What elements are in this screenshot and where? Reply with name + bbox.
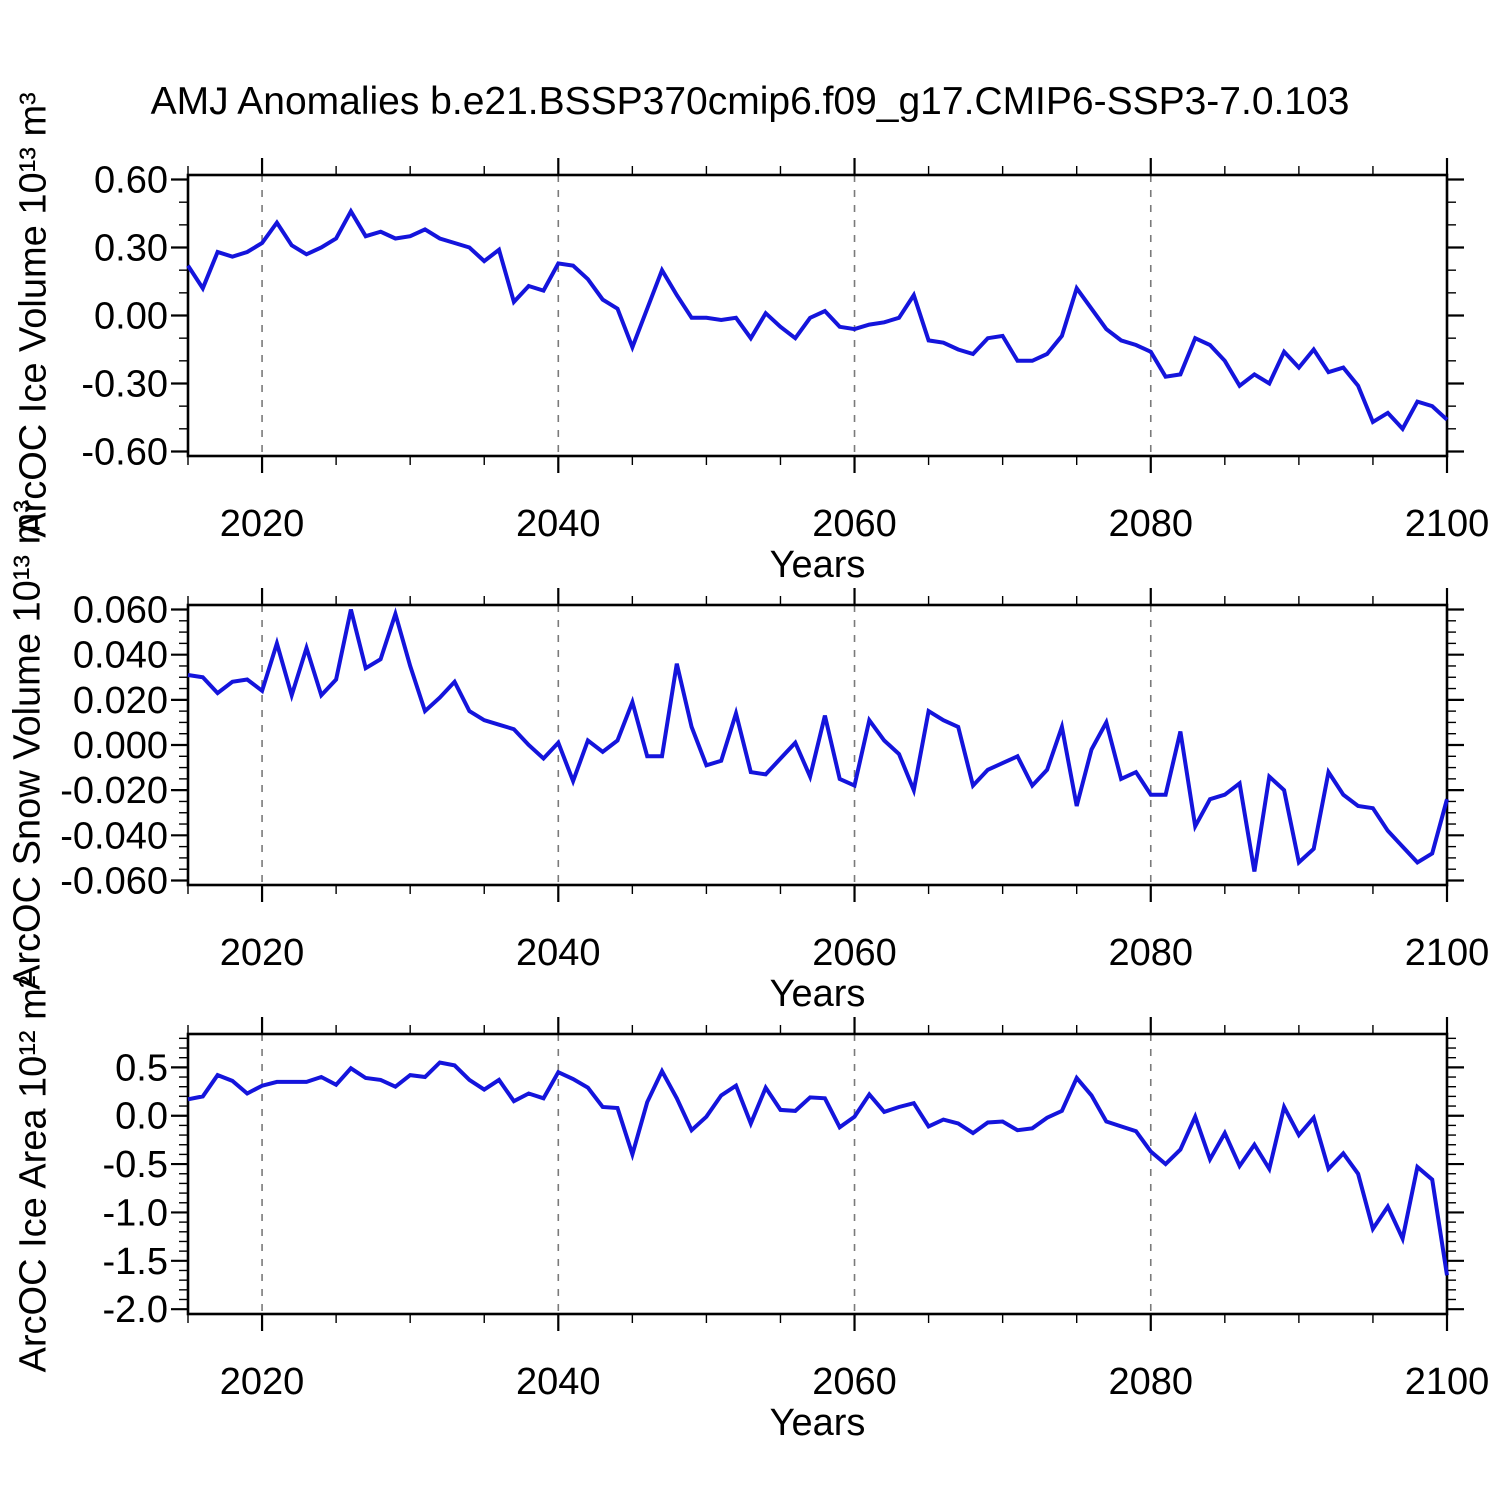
x-axis-title: Years: [770, 973, 866, 1015]
x-tick-label: 2100: [1405, 1361, 1490, 1403]
axis-frame: [186, 173, 1449, 458]
y-tick-label: -0.040: [60, 815, 168, 857]
y-tick-label: 0.060: [73, 590, 168, 632]
y-tick-label: -0.020: [60, 770, 168, 812]
y-tick-label: -0.30: [81, 363, 168, 405]
axis-frame: [186, 603, 1449, 887]
x-tick-label: 2080: [1108, 503, 1193, 545]
x-tick-label: 2100: [1405, 503, 1490, 545]
data-line-series: [186, 207, 1449, 433]
y-tick-label: 0.040: [73, 635, 168, 677]
y-tick-label: 0.5: [115, 1047, 168, 1089]
y-tick-label: -0.5: [103, 1144, 168, 1186]
y-tick-label: -0.60: [81, 431, 168, 473]
x-axis-title: Years: [770, 544, 866, 586]
x-tick-label: 2060: [812, 1361, 897, 1403]
x-tick-label: 2080: [1108, 932, 1193, 974]
y-axis-label-snow-volume: ArcOC Snow Volume 10¹³ m³: [6, 500, 49, 990]
data-line-series: [187, 1060, 1449, 1276]
x-tick-label: 2060: [812, 503, 897, 545]
chart-panel-ice-area: 2020 2040 2060 2080 2100 0.5 0.0 -0.5 -1.0 -1.5 -2…: [103, 1017, 1489, 1444]
chart-panel-snow-volume: 2020 2040 2060 2080 2100 0.0600.0400.0200.000…: [60, 588, 1489, 1015]
chart-title: AMJ Anomalies b.e21.BSSP370cmip6.f09_g17…: [150, 80, 1350, 123]
x-tick-label: 2020: [220, 1361, 305, 1403]
x-tick-label: 2060: [812, 932, 897, 974]
x-tick-label: 2100: [1405, 932, 1490, 974]
y-tick-label: -0.060: [60, 860, 168, 902]
axis-frame: [186, 1032, 1449, 1316]
y-axis-label-ice-area: ArcOC Ice Area 10¹² m²: [12, 975, 55, 1373]
x-tick-label: 2020: [220, 932, 305, 974]
data-line-series: [187, 607, 1449, 872]
x-tick-label: 2020: [220, 503, 305, 545]
x-axis-title: Years: [770, 1402, 866, 1444]
y-tick-label: 0.0: [115, 1096, 168, 1138]
y-axis-label-ice-volume: ArcOC Ice Volume 10¹³ m³: [12, 92, 55, 538]
x-tick-label: 2040: [516, 503, 601, 545]
y-tick-label: -1.5: [103, 1241, 168, 1283]
y-tick-label: -1.0: [103, 1192, 168, 1234]
y-tick-label: 0.020: [73, 680, 168, 722]
y-tick-label: 0.000: [73, 725, 168, 767]
y-tick-label: 0.60: [94, 160, 168, 202]
x-tick-label: 2080: [1108, 1361, 1193, 1403]
y-tick-label: 0.30: [94, 228, 168, 270]
y-tick-label: 0.00: [94, 296, 168, 338]
y-tick-label: -2.0: [103, 1289, 168, 1331]
x-tick-label: 2040: [516, 932, 601, 974]
x-tick-label: 2040: [516, 1361, 601, 1403]
chart-panel-ice-volume: 2020 2040 2060 2080 2100 0.60 0.30 0.00 -0.30 -0.…: [81, 158, 1489, 586]
